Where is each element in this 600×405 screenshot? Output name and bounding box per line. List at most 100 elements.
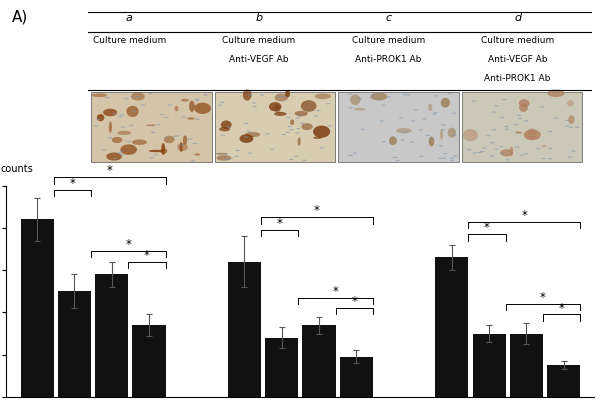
Text: Culture medium: Culture medium — [481, 36, 554, 45]
Circle shape — [517, 115, 521, 117]
Ellipse shape — [275, 94, 288, 102]
Bar — [302, 325, 335, 397]
Circle shape — [131, 96, 135, 98]
Text: *: * — [540, 290, 546, 303]
Circle shape — [107, 138, 112, 139]
Circle shape — [491, 112, 496, 113]
Circle shape — [449, 160, 454, 162]
Bar — [58, 292, 91, 397]
Circle shape — [515, 147, 520, 148]
Ellipse shape — [396, 129, 412, 134]
Ellipse shape — [187, 118, 195, 120]
Circle shape — [286, 117, 290, 119]
Circle shape — [452, 113, 457, 115]
Circle shape — [569, 128, 573, 129]
Ellipse shape — [428, 104, 433, 111]
Ellipse shape — [194, 103, 211, 115]
Circle shape — [568, 157, 572, 158]
Ellipse shape — [245, 133, 260, 138]
Circle shape — [155, 125, 160, 126]
Ellipse shape — [500, 150, 513, 157]
Circle shape — [348, 156, 353, 157]
Ellipse shape — [178, 144, 188, 152]
Circle shape — [467, 149, 472, 151]
Circle shape — [382, 142, 386, 143]
Circle shape — [297, 116, 302, 117]
Circle shape — [121, 127, 125, 128]
Circle shape — [153, 155, 158, 156]
Circle shape — [149, 158, 154, 159]
Ellipse shape — [301, 101, 317, 113]
Circle shape — [565, 120, 569, 122]
Circle shape — [221, 136, 225, 137]
Circle shape — [167, 105, 172, 107]
Bar — [265, 338, 298, 397]
Circle shape — [326, 104, 331, 105]
Circle shape — [253, 107, 257, 108]
Circle shape — [119, 155, 124, 156]
Text: Culture medium: Culture medium — [352, 36, 425, 45]
Bar — [228, 262, 261, 397]
Ellipse shape — [112, 138, 122, 144]
Ellipse shape — [189, 102, 195, 113]
Circle shape — [278, 96, 283, 98]
Circle shape — [352, 153, 357, 154]
Circle shape — [136, 97, 141, 98]
Text: *: * — [70, 177, 75, 190]
Circle shape — [548, 149, 553, 150]
Text: b: b — [255, 13, 262, 23]
Ellipse shape — [510, 147, 513, 157]
Circle shape — [371, 96, 376, 97]
Circle shape — [195, 99, 199, 100]
Circle shape — [494, 149, 499, 150]
Ellipse shape — [183, 136, 187, 145]
Ellipse shape — [117, 132, 131, 136]
Circle shape — [218, 105, 223, 107]
Circle shape — [500, 153, 505, 154]
Circle shape — [151, 132, 155, 134]
Bar — [338, 92, 459, 163]
Bar — [547, 365, 580, 397]
Circle shape — [119, 151, 124, 153]
Circle shape — [287, 127, 292, 128]
Circle shape — [124, 99, 128, 100]
Text: Culture medium: Culture medium — [222, 36, 295, 45]
Ellipse shape — [527, 129, 536, 141]
Text: Anti-PROK1 Ab: Anti-PROK1 Ab — [355, 55, 421, 64]
Circle shape — [224, 160, 229, 161]
Text: *: * — [559, 301, 565, 314]
Circle shape — [403, 95, 407, 96]
Circle shape — [432, 114, 437, 115]
Ellipse shape — [109, 122, 112, 134]
Circle shape — [482, 148, 487, 149]
Ellipse shape — [353, 109, 365, 111]
Circle shape — [425, 135, 430, 136]
Circle shape — [413, 110, 418, 111]
Ellipse shape — [274, 113, 287, 117]
Ellipse shape — [132, 140, 147, 145]
Ellipse shape — [269, 103, 281, 112]
Circle shape — [127, 142, 131, 143]
Circle shape — [419, 130, 423, 131]
Circle shape — [392, 158, 397, 159]
Circle shape — [523, 154, 528, 155]
Circle shape — [302, 160, 307, 162]
Text: c: c — [385, 13, 391, 23]
Circle shape — [252, 103, 257, 104]
Circle shape — [410, 142, 415, 143]
Circle shape — [164, 118, 169, 119]
Text: Anti-VEGF Ab: Anti-VEGF Ab — [488, 55, 547, 64]
Circle shape — [269, 149, 274, 151]
Circle shape — [129, 126, 134, 127]
Circle shape — [217, 155, 222, 156]
Circle shape — [514, 125, 518, 126]
Circle shape — [499, 147, 504, 148]
Circle shape — [220, 102, 225, 104]
Ellipse shape — [215, 153, 228, 155]
Text: *: * — [314, 204, 320, 217]
Circle shape — [148, 94, 152, 95]
Circle shape — [452, 156, 457, 158]
Circle shape — [327, 126, 332, 127]
Circle shape — [506, 160, 510, 161]
Circle shape — [441, 125, 446, 126]
